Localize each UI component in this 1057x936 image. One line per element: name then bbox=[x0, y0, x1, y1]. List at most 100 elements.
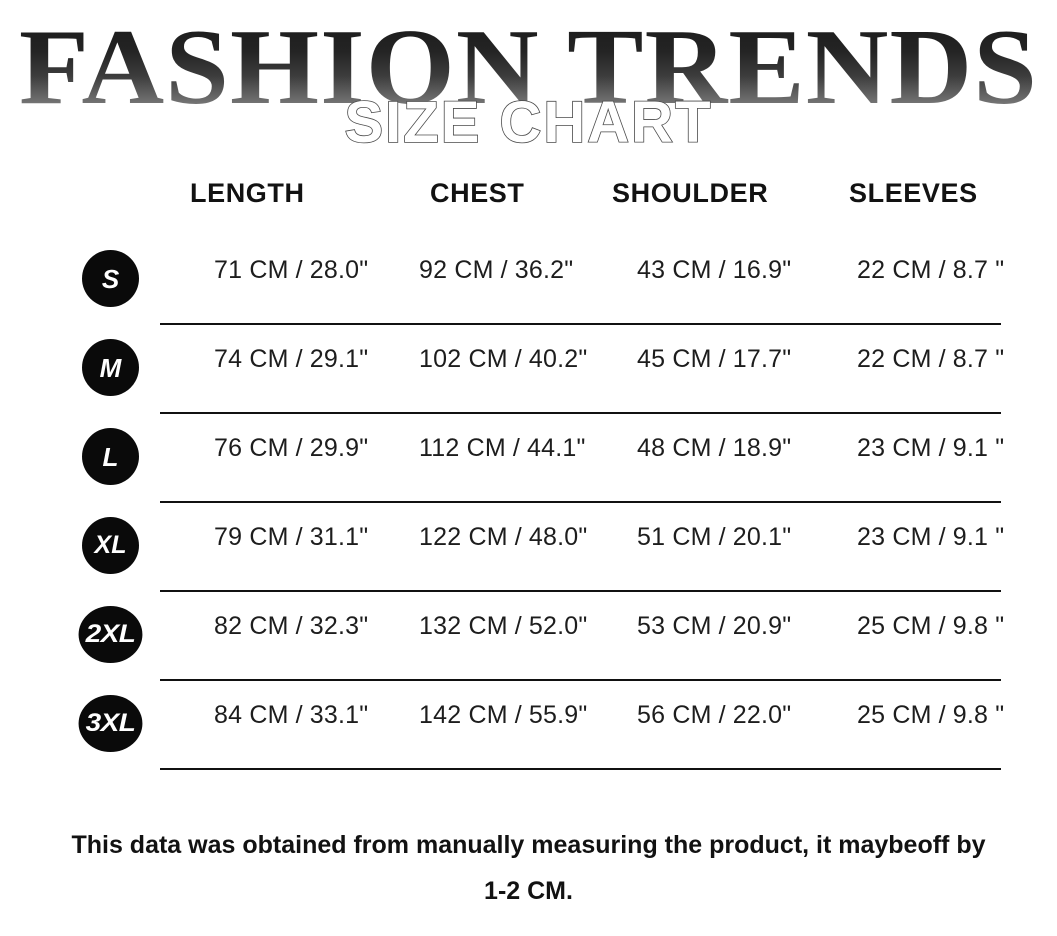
cell-chest: 92 CM/36.2" bbox=[419, 256, 573, 285]
cell-sleeves: 23 CM/9.1 " bbox=[857, 434, 1004, 463]
value-inch: 33.1" bbox=[309, 701, 369, 729]
value-inch: 9.8 " bbox=[952, 701, 1005, 729]
value-inch: 8.7 " bbox=[952, 256, 1005, 284]
cell-chest: 142 CM/55.9" bbox=[419, 701, 587, 730]
cell-chest: 112 CM/44.1" bbox=[419, 434, 586, 463]
table-row: XL 79 CM/31.1" 122 CM/48.0" 51 CM/20.1" … bbox=[0, 503, 1057, 592]
separator: / bbox=[938, 434, 946, 462]
value-inch: 40.2" bbox=[528, 345, 588, 373]
cell-sleeves: 25 CM/9.8 " bbox=[857, 612, 1004, 641]
measurement-note: This data was obtained from manually mea… bbox=[71, 831, 986, 905]
cell-length: 76 CM/29.9" bbox=[214, 434, 368, 463]
value-inch: 16.9" bbox=[732, 256, 792, 284]
cell-shoulder: 56 CM/22.0" bbox=[637, 701, 791, 730]
value-inch: 55.9" bbox=[528, 701, 588, 729]
value-inch: 29.9" bbox=[309, 434, 369, 462]
table-header-row: LENGTH CHEST SHOULDER SLEEVES bbox=[0, 178, 1057, 236]
separator: / bbox=[938, 256, 946, 284]
cell-sleeves: 23 CM/9.1 " bbox=[857, 523, 1004, 552]
table-row: M 74 CM/29.1" 102 CM/40.2" 45 CM/17.7" 2… bbox=[0, 325, 1057, 414]
separator: / bbox=[295, 701, 303, 729]
separator: / bbox=[718, 256, 726, 284]
page-title: FASHION TRENDS bbox=[0, 14, 1057, 122]
column-header-chest: CHEST bbox=[430, 178, 525, 208]
value-cm: 92 CM bbox=[419, 256, 494, 284]
value-cm: 43 CM bbox=[637, 256, 712, 284]
value-inch: 28.0" bbox=[309, 256, 369, 284]
table-body: S 71 CM/28.0" 92 CM/36.2" 43 CM/16.9" 22… bbox=[0, 236, 1057, 770]
row-divider bbox=[160, 679, 1001, 681]
size-badge-2xl: 2XL bbox=[78, 606, 143, 663]
row-divider bbox=[160, 768, 1001, 770]
value-cm: 84 CM bbox=[214, 701, 289, 729]
table-row: S 71 CM/28.0" 92 CM/36.2" 43 CM/16.9" 22… bbox=[0, 236, 1057, 325]
value-inch: 8.7 " bbox=[952, 345, 1005, 373]
column-header-shoulder: SHOULDER bbox=[612, 178, 769, 208]
value-inch: 17.7" bbox=[732, 345, 792, 373]
value-inch: 29.1" bbox=[309, 345, 369, 373]
cell-length: 84 CM/33.1" bbox=[214, 701, 368, 730]
row-divider bbox=[160, 590, 1001, 592]
value-inch: 9.1 " bbox=[952, 523, 1005, 551]
separator: / bbox=[938, 612, 946, 640]
separator: / bbox=[514, 345, 522, 373]
title-block: FASHION TRENDS SIZE CHART bbox=[0, 14, 1057, 166]
cell-sleeves: 22 CM/8.7 " bbox=[857, 345, 1004, 374]
value-cm: 71 CM bbox=[214, 256, 289, 284]
cell-sleeves: 25 CM/9.8 " bbox=[857, 701, 1004, 730]
cell-shoulder: 51 CM/20.1" bbox=[637, 523, 791, 552]
value-cm: 25 CM bbox=[857, 701, 932, 729]
value-cm: 25 CM bbox=[857, 612, 932, 640]
size-chart-table: LENGTH CHEST SHOULDER SLEEVES S 71 CM/28… bbox=[0, 178, 1057, 770]
separator: / bbox=[718, 612, 726, 640]
table-row: 2XL 82 CM/32.3" 132 CM/52.0" 53 CM/20.9"… bbox=[0, 592, 1057, 681]
separator: / bbox=[514, 701, 522, 729]
separator: / bbox=[718, 434, 726, 462]
size-badge-l: L bbox=[82, 428, 139, 485]
cell-sleeves: 22 CM/8.7 " bbox=[857, 256, 1004, 285]
value-cm: 56 CM bbox=[637, 701, 712, 729]
value-cm: 22 CM bbox=[857, 345, 932, 373]
value-inch: 36.2" bbox=[514, 256, 574, 284]
separator: / bbox=[500, 256, 508, 284]
cell-length: 71 CM/28.0" bbox=[214, 256, 368, 285]
value-cm: 82 CM bbox=[214, 612, 289, 640]
cell-chest: 122 CM/48.0" bbox=[419, 523, 587, 552]
separator: / bbox=[938, 701, 946, 729]
separator: / bbox=[295, 434, 303, 462]
cell-length: 82 CM/32.3" bbox=[214, 612, 368, 641]
table-row: 3XL 84 CM/33.1" 142 CM/55.9" 56 CM/22.0"… bbox=[0, 681, 1057, 770]
cell-chest: 132 CM/52.0" bbox=[419, 612, 587, 641]
value-cm: 48 CM bbox=[637, 434, 712, 462]
value-cm: 22 CM bbox=[857, 256, 932, 284]
value-cm: 112 CM bbox=[419, 434, 506, 462]
value-cm: 23 CM bbox=[857, 434, 932, 462]
value-inch: 20.9" bbox=[732, 612, 792, 640]
separator: / bbox=[718, 345, 726, 373]
cell-chest: 102 CM/40.2" bbox=[419, 345, 587, 374]
value-cm: 23 CM bbox=[857, 523, 932, 551]
value-inch: 52.0" bbox=[528, 612, 588, 640]
row-divider bbox=[160, 501, 1001, 503]
value-cm: 102 CM bbox=[419, 345, 508, 373]
value-cm: 51 CM bbox=[637, 523, 712, 551]
separator: / bbox=[938, 523, 946, 551]
column-header-length: LENGTH bbox=[190, 178, 305, 208]
value-inch: 22.0" bbox=[732, 701, 792, 729]
separator: / bbox=[514, 523, 522, 551]
value-inch: 9.8 " bbox=[952, 612, 1005, 640]
cell-length: 74 CM/29.1" bbox=[214, 345, 368, 374]
separator: / bbox=[295, 523, 303, 551]
size-badge-xl: XL bbox=[82, 517, 139, 574]
value-cm: 122 CM bbox=[419, 523, 508, 551]
value-inch: 18.9" bbox=[732, 434, 792, 462]
value-inch: 31.1" bbox=[309, 523, 369, 551]
separator: / bbox=[512, 434, 521, 462]
value-inch: 20.1" bbox=[732, 523, 792, 551]
size-badge-m: M bbox=[82, 339, 139, 396]
size-badge-3xl: 3XL bbox=[78, 695, 143, 752]
value-inch: 48.0" bbox=[528, 523, 588, 551]
row-divider bbox=[160, 412, 1001, 414]
column-header-sleeves: SLEEVES bbox=[849, 178, 978, 208]
